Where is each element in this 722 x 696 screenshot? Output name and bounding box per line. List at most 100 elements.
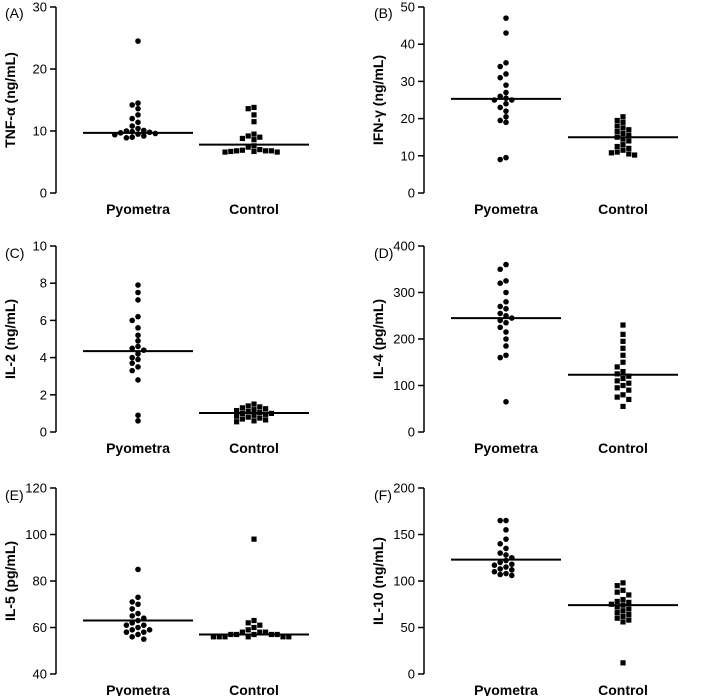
- data-point-pyometra: [129, 627, 135, 633]
- panel-letter: (D): [374, 245, 393, 261]
- panel-4: (D) 0 100 200 300 400 IL-4 (pg/mL) Pyometra Cont…: [370, 239, 678, 456]
- y-tick-label: 0: [408, 186, 415, 201]
- data-point-control: [251, 143, 257, 149]
- data-point-control: [614, 604, 620, 610]
- category-label: Control: [229, 440, 279, 456]
- y-tick-label: 400: [393, 239, 415, 254]
- data-point-control: [614, 123, 620, 129]
- data-point-control: [620, 382, 626, 389]
- y-tick-label: 50: [401, 0, 415, 15]
- data-point-pyometra: [497, 63, 504, 70]
- data-point-control: [620, 338, 626, 344]
- data-point-pyometra: [135, 356, 141, 363]
- data-point-pyometra: [497, 156, 504, 163]
- data-point-control: [620, 368, 626, 375]
- y-axis-title: TNF-α (ng/mL): [2, 52, 18, 148]
- data-point-control: [251, 617, 257, 624]
- data-point-control: [257, 622, 263, 628]
- data-point-pyometra: [135, 377, 141, 383]
- data-point-pyometra: [135, 112, 141, 118]
- data-point-control: [251, 148, 257, 155]
- y-tick-label: 0: [408, 425, 415, 440]
- data-point-pyometra: [135, 601, 141, 608]
- data-point-control: [626, 138, 632, 144]
- data-point-control: [263, 411, 269, 417]
- data-point-control: [614, 598, 620, 605]
- data-point-pyometra: [135, 325, 141, 331]
- data-point-pyometra: [503, 343, 509, 349]
- data-point-control: [239, 629, 245, 635]
- data-point-control: [620, 392, 626, 398]
- y-tick-label: 200: [393, 332, 415, 347]
- data-point-pyometra: [129, 606, 135, 612]
- y-tick-label: 0: [40, 186, 47, 201]
- y-tick-label: 30: [33, 0, 47, 15]
- data-point-pyometra: [497, 310, 504, 317]
- data-point-pyometra: [129, 317, 135, 324]
- data-point-control: [251, 137, 257, 143]
- data-point-pyometra: [509, 567, 515, 573]
- y-tick-label: 30: [401, 74, 415, 89]
- data-point-control: [234, 148, 240, 154]
- panel-3: (C) 0 2 4 6 8 10 IL-2 (ng/mL) Pyometra Control: [2, 239, 309, 456]
- data-point-control: [245, 620, 251, 626]
- y-tick-label: 4: [40, 350, 47, 365]
- data-point-pyometra: [503, 71, 509, 77]
- data-point-control: [614, 378, 620, 384]
- category-label: Pyometra: [106, 440, 170, 456]
- data-point-control: [257, 134, 263, 140]
- data-point-pyometra: [497, 541, 504, 547]
- data-point-control: [245, 403, 251, 409]
- data-point-pyometra: [503, 552, 509, 558]
- data-point-control: [257, 147, 263, 153]
- data-point-control: [245, 414, 251, 420]
- data-point-control: [626, 380, 632, 386]
- y-tick-label: 0: [40, 425, 47, 440]
- data-point-pyometra: [141, 629, 147, 635]
- panel-letter: (F): [374, 487, 392, 503]
- data-point-pyometra: [497, 117, 504, 124]
- data-point-control: [251, 112, 257, 118]
- data-point-pyometra: [129, 134, 135, 140]
- data-point-pyometra: [141, 622, 147, 628]
- data-point-pyometra: [135, 297, 141, 303]
- y-tick-label: 50: [401, 620, 415, 635]
- data-point-pyometra: [135, 313, 141, 320]
- category-label: Pyometra: [474, 682, 538, 696]
- data-point-pyometra: [503, 352, 509, 359]
- data-point-pyometra: [497, 566, 504, 572]
- data-point-pyometra: [497, 550, 504, 556]
- data-point-pyometra: [503, 545, 509, 552]
- data-point-control: [251, 119, 257, 125]
- data-point-control: [626, 373, 632, 379]
- data-point-pyometra: [135, 105, 141, 112]
- data-point-pyometra: [497, 324, 504, 331]
- data-point-pyometra: [503, 536, 509, 542]
- data-point-control: [257, 415, 263, 421]
- data-point-control: [251, 401, 257, 407]
- data-point-pyometra: [509, 561, 515, 568]
- data-point-pyometra: [146, 627, 153, 633]
- data-point-control: [620, 660, 626, 666]
- data-point-control: [620, 375, 626, 382]
- data-point-pyometra: [503, 527, 509, 533]
- data-point-pyometra: [503, 570, 509, 577]
- y-tick-label: 150: [393, 527, 415, 542]
- data-point-pyometra: [135, 364, 141, 370]
- data-point-control: [614, 385, 620, 391]
- data-point-pyometra: [135, 412, 141, 419]
- data-point-pyometra: [497, 280, 504, 287]
- data-point-control: [286, 634, 292, 640]
- data-point-control: [245, 408, 251, 415]
- data-point-pyometra: [129, 123, 135, 129]
- data-point-pyometra: [503, 319, 509, 326]
- y-tick-label: 6: [40, 313, 47, 328]
- data-point-pyometra: [129, 360, 135, 366]
- data-point-pyometra: [503, 100, 509, 107]
- data-point-pyometra: [129, 367, 135, 374]
- data-point-control: [626, 396, 632, 403]
- category-label: Pyometra: [474, 440, 538, 456]
- data-point-pyometra: [503, 305, 509, 312]
- data-point-pyometra: [129, 613, 135, 619]
- data-point-control: [620, 597, 626, 603]
